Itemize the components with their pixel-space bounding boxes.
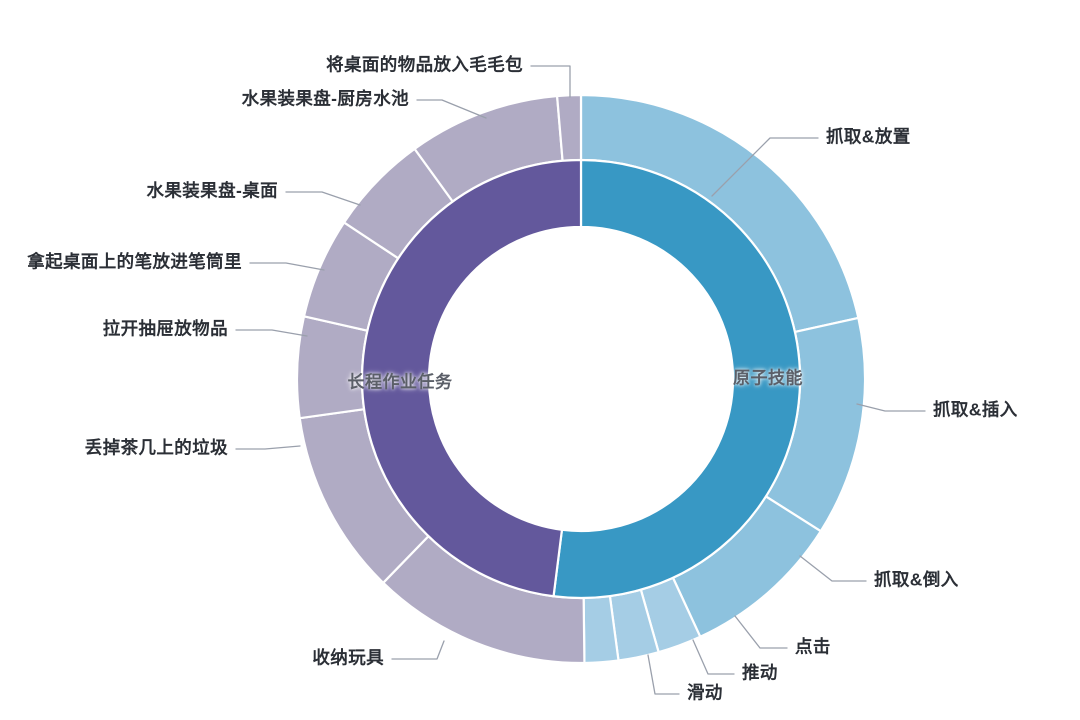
outer-segment-label: 滑动 xyxy=(687,682,723,703)
inner-segment[interactable] xyxy=(552,158,802,600)
leader-line xyxy=(391,640,445,660)
leader-line xyxy=(734,615,788,649)
outer-segment-label: 收纳玩具 xyxy=(312,647,384,668)
outer-segment-label: 推动 xyxy=(742,662,778,683)
outer-segment-label: 拉开抽屉放物品 xyxy=(102,318,228,339)
outer-segment-label: 点击 xyxy=(795,636,831,657)
outer-segment[interactable] xyxy=(555,93,583,162)
inner-segment[interactable] xyxy=(360,158,583,598)
outer-segment-label: 抓取&插入 xyxy=(933,399,1018,420)
inner-segment-label: 原子技能 xyxy=(733,368,803,388)
leader-line xyxy=(711,137,819,197)
inner-segment-label: 长程作业任务 xyxy=(347,372,453,392)
leader-line xyxy=(647,654,680,695)
leader-line xyxy=(530,65,571,98)
outer-segment-label: 拿起桌面上的笔放进笔筒里 xyxy=(27,251,242,272)
outer-segment-label: 抓取&放置 xyxy=(826,126,911,147)
outer-segment-label: 将桌面的物品放入毛毛包 xyxy=(326,54,523,75)
outer-ring xyxy=(295,93,867,665)
outer-segment-label: 水果装果盘-桌面 xyxy=(146,180,278,201)
leader-line xyxy=(799,555,867,582)
outer-segment-label: 水果装果盘-厨房水池 xyxy=(241,88,409,109)
leader-line xyxy=(692,639,735,675)
leader-line xyxy=(235,329,308,337)
leader-line xyxy=(285,191,361,206)
inner-ring xyxy=(360,158,802,600)
outer-segment-label: 抓取&倒入 xyxy=(874,569,959,590)
leader-lines xyxy=(235,65,926,695)
outer-segment-label: 丢掉茶几上的垃圾 xyxy=(84,437,228,458)
leader-line xyxy=(235,445,301,450)
leader-line xyxy=(856,403,926,412)
leader-line xyxy=(249,262,325,271)
leader-line xyxy=(416,99,487,119)
